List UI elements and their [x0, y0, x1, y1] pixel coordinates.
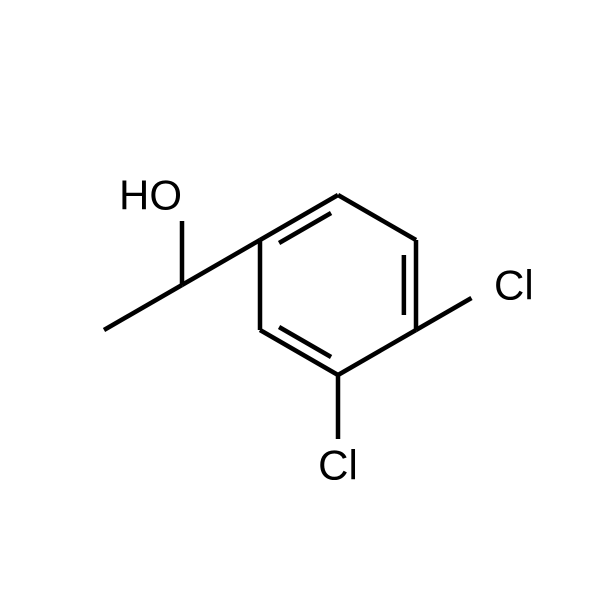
bond — [279, 213, 331, 243]
bond — [279, 327, 331, 357]
bond — [416, 298, 471, 330]
bond — [104, 285, 182, 330]
atom-label-cl2: Cl — [494, 262, 534, 309]
bond — [182, 240, 260, 285]
atom-label-o9: HO — [119, 172, 182, 219]
molecule-diagram: HO Cl Cl — [0, 0, 600, 600]
bond — [338, 330, 416, 375]
atom-label-cl1: Cl — [318, 442, 358, 489]
bond — [338, 195, 416, 240]
